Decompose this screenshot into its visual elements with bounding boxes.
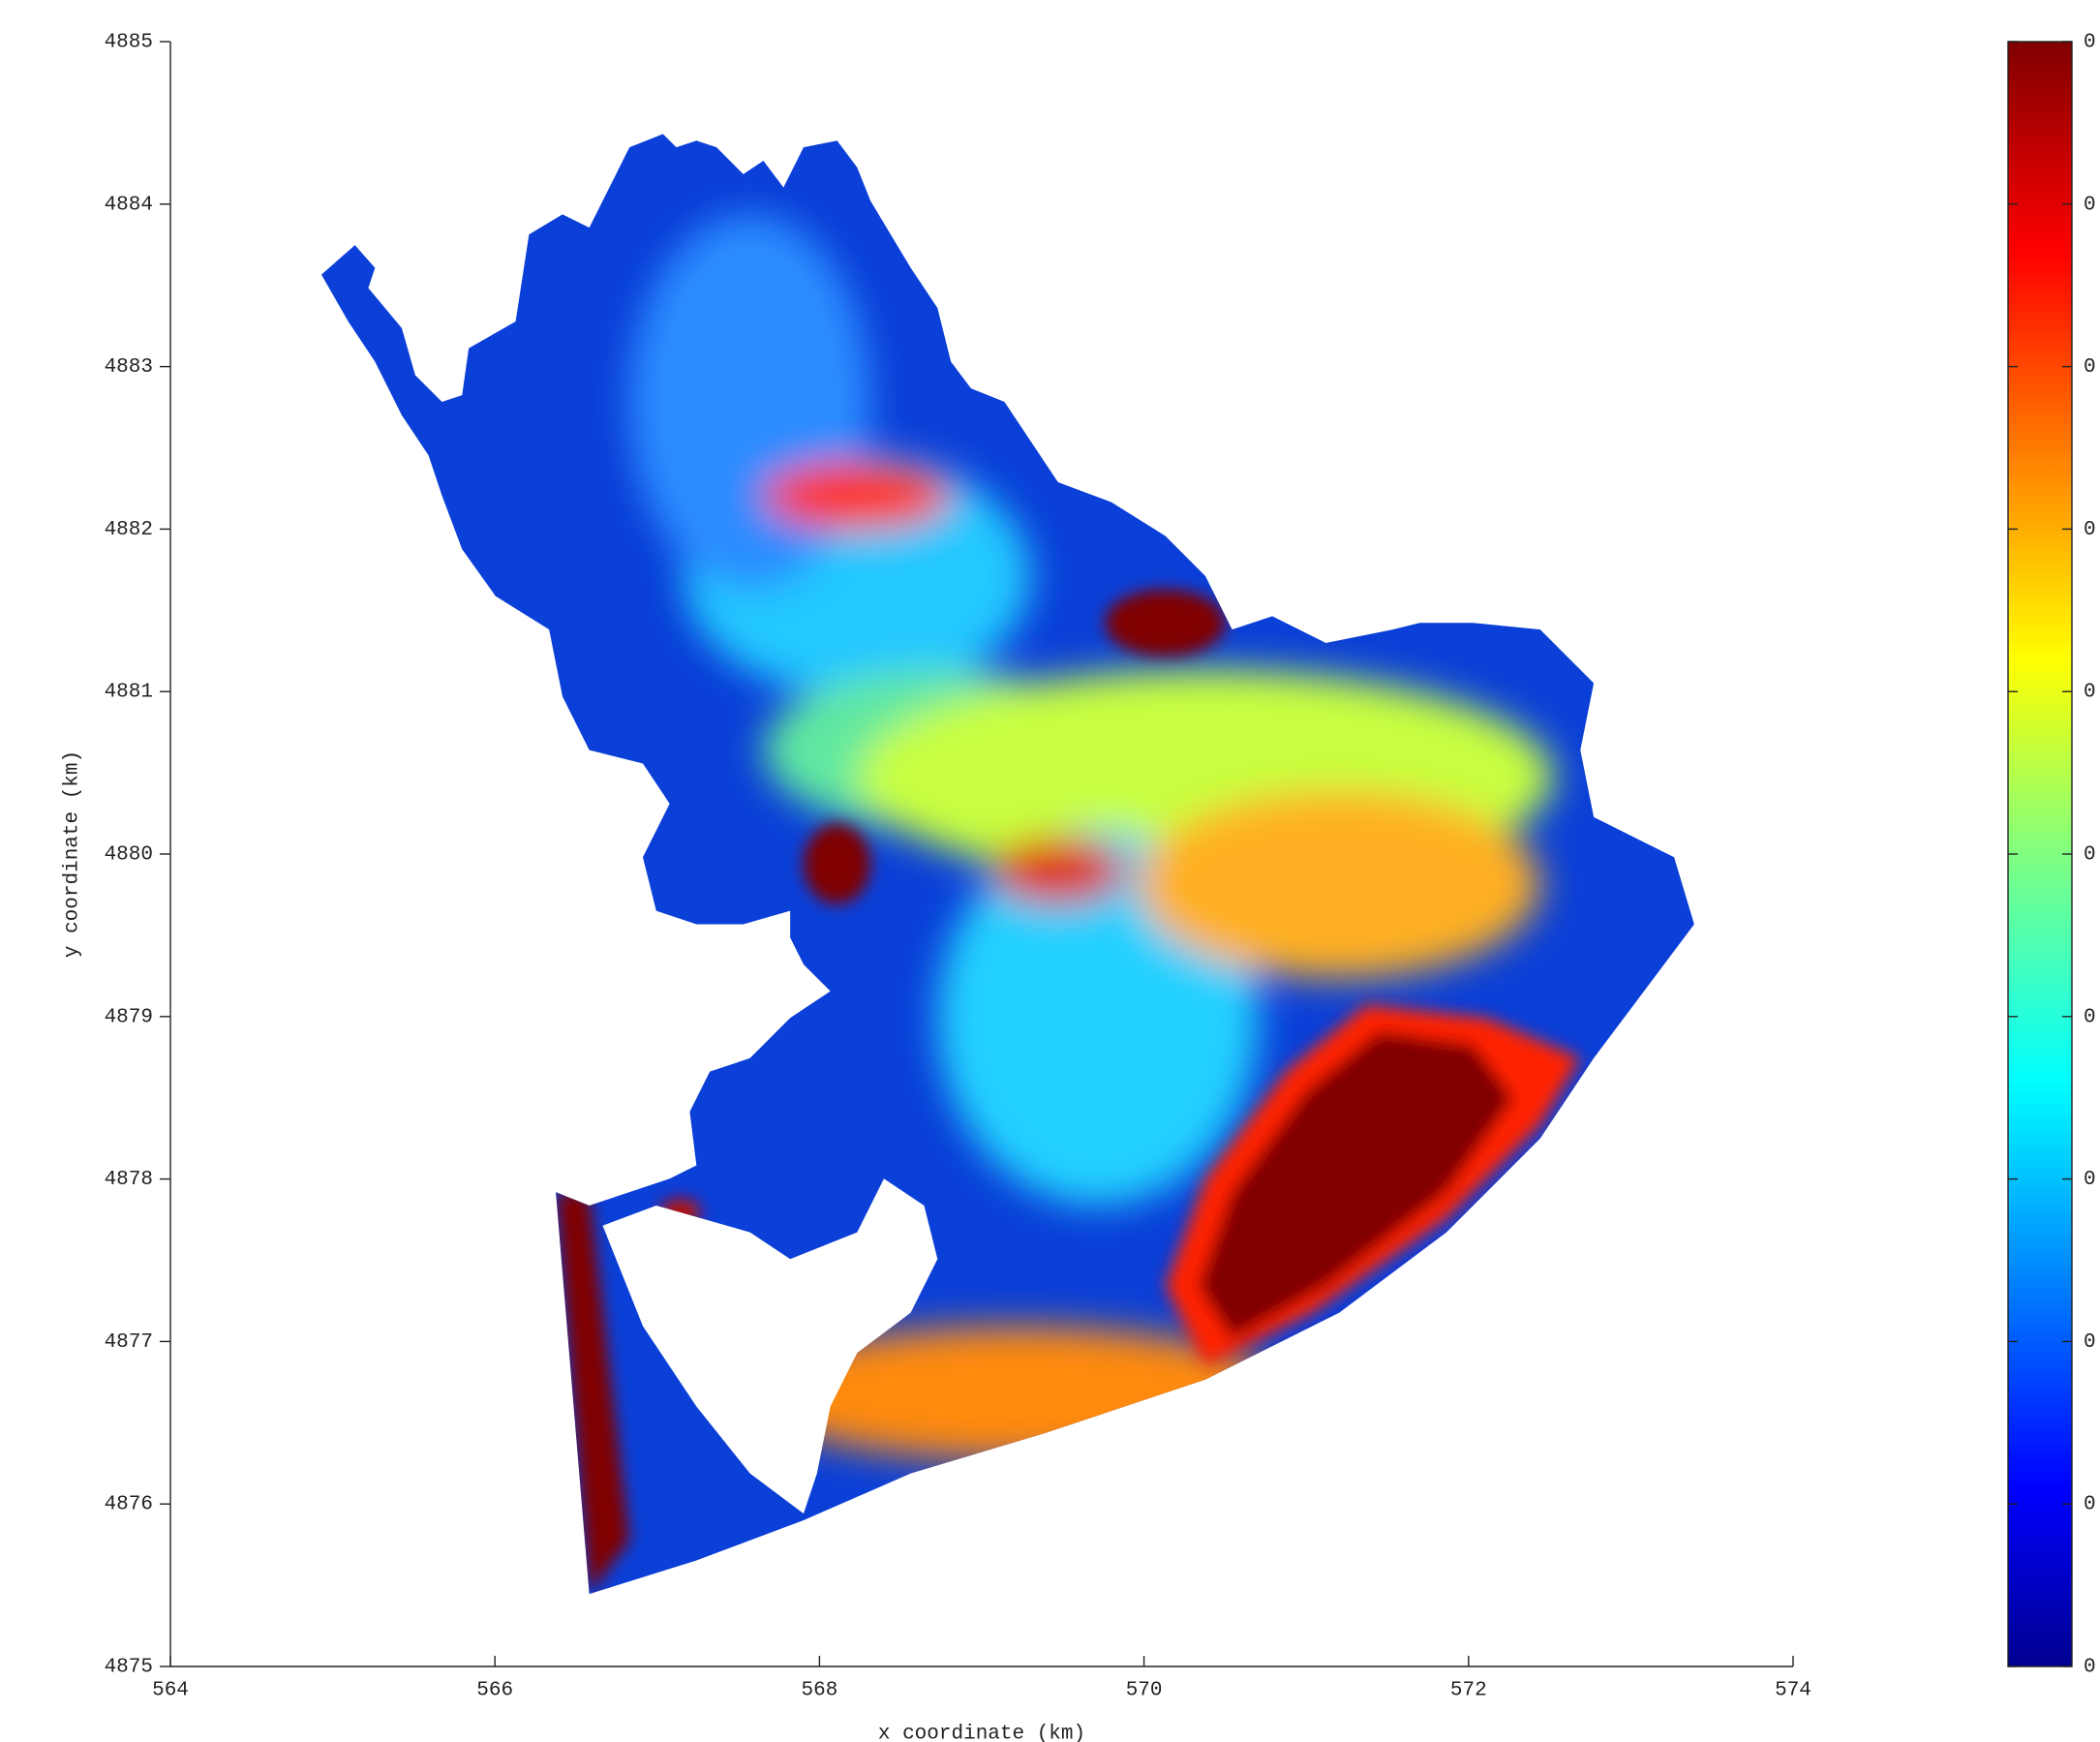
- colorbar-tick-label: 0: [2084, 1494, 2096, 1516]
- x-tick-label: 570: [1126, 1680, 1163, 1702]
- y-tick-label: 4881: [105, 682, 153, 704]
- x-tick-label: 574: [1775, 1680, 1811, 1702]
- colorbar-tick-label: 0: [2084, 1657, 2096, 1679]
- y-tick-label: 4876: [105, 1494, 153, 1516]
- y-tick-label: 4884: [105, 194, 153, 216]
- x-tick-label: 572: [1450, 1680, 1487, 1702]
- heatmap-field: [268, 107, 1742, 1648]
- y-tick-label: 4885: [105, 32, 153, 54]
- x-tick-label: 568: [801, 1680, 837, 1702]
- y-tick-label: 4875: [105, 1657, 153, 1679]
- colorbar-tick-label: 0: [2084, 194, 2096, 216]
- colorbar-tick-label: 0: [2084, 1006, 2096, 1028]
- y-tick-label: 4879: [105, 1006, 153, 1028]
- y-axis-label: y coordinate (km): [62, 750, 84, 958]
- y-tick-label: 4880: [105, 844, 153, 867]
- y-tick-label: 4883: [105, 356, 153, 379]
- colorbar-tick-label: 0: [2084, 1331, 2096, 1354]
- x-tick-label: 564: [152, 1680, 189, 1702]
- colorbar-tick-label: 0: [2084, 519, 2096, 541]
- colorbar-tick-label: 0: [2084, 32, 2096, 54]
- colorbar-tick-label: 0: [2084, 356, 2096, 379]
- colorbar-tick-label: 0: [2084, 844, 2096, 867]
- y-tick-label: 4878: [105, 1169, 153, 1191]
- colorbar-tick-label: 0: [2084, 1169, 2096, 1191]
- x-tick-label: 566: [476, 1680, 513, 1702]
- y-tick-label: 4877: [105, 1331, 153, 1354]
- y-tick-label: 4882: [105, 519, 153, 541]
- chart: x coordinate (km) y coordinate (km) 564 5…: [0, 0, 2100, 1742]
- x-axis-label: x coordinate (km): [878, 1724, 1085, 1742]
- colorbar-tick-label: 0: [2084, 682, 2096, 704]
